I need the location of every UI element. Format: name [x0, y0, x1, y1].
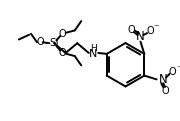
Text: O: O [169, 67, 176, 77]
Text: O: O [58, 48, 66, 58]
Text: N: N [136, 30, 145, 43]
Text: Si: Si [49, 38, 59, 48]
Text: N: N [159, 73, 168, 86]
Text: O: O [36, 37, 44, 47]
Text: O: O [127, 25, 135, 35]
Text: H: H [90, 44, 97, 53]
Text: O: O [58, 29, 66, 39]
Text: O: O [161, 86, 169, 96]
Text: O: O [146, 26, 154, 36]
Text: ⁻: ⁻ [154, 23, 159, 33]
Text: N: N [89, 49, 98, 59]
Text: ⁻: ⁻ [176, 64, 180, 74]
